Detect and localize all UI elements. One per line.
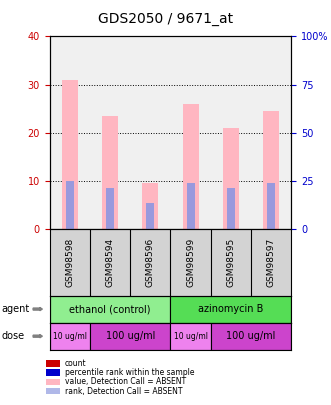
Bar [187, 183, 195, 229]
Text: azinomycin B: azinomycin B [198, 304, 263, 314]
Bar [106, 188, 114, 229]
Text: GSM98595: GSM98595 [226, 238, 235, 287]
Bar [267, 183, 275, 229]
Text: dose: dose [2, 331, 25, 341]
Bar [142, 183, 158, 229]
Text: ethanol (control): ethanol (control) [69, 304, 151, 314]
Text: count: count [65, 359, 86, 368]
Text: value, Detection Call = ABSENT: value, Detection Call = ABSENT [65, 377, 186, 386]
Bar [66, 181, 74, 229]
Text: percentile rank within the sample: percentile rank within the sample [65, 368, 194, 377]
Text: 100 ug/ml: 100 ug/ml [226, 331, 276, 341]
Bar [183, 104, 199, 229]
Bar [227, 188, 235, 229]
Bar [102, 116, 118, 229]
Text: 10 ug/ml: 10 ug/ml [173, 332, 208, 341]
Text: GSM98599: GSM98599 [186, 238, 195, 287]
FancyBboxPatch shape [170, 323, 211, 350]
Bar [62, 80, 78, 229]
Text: 10 ug/ml: 10 ug/ml [53, 332, 87, 341]
FancyBboxPatch shape [50, 323, 90, 350]
Text: GSM98597: GSM98597 [267, 238, 276, 287]
Text: rank, Detection Call = ABSENT: rank, Detection Call = ABSENT [65, 387, 182, 396]
FancyBboxPatch shape [50, 296, 170, 323]
Text: GDS2050 / 9671_at: GDS2050 / 9671_at [98, 12, 233, 26]
Text: GSM98594: GSM98594 [106, 238, 115, 287]
FancyBboxPatch shape [90, 323, 170, 350]
Text: 100 ug/ml: 100 ug/ml [106, 331, 155, 341]
Text: GSM98598: GSM98598 [65, 238, 74, 287]
Bar [263, 111, 279, 229]
FancyBboxPatch shape [211, 323, 291, 350]
FancyBboxPatch shape [170, 296, 291, 323]
Text: agent: agent [2, 304, 30, 314]
Text: GSM98596: GSM98596 [146, 238, 155, 287]
Bar [146, 203, 154, 229]
Bar [223, 128, 239, 229]
